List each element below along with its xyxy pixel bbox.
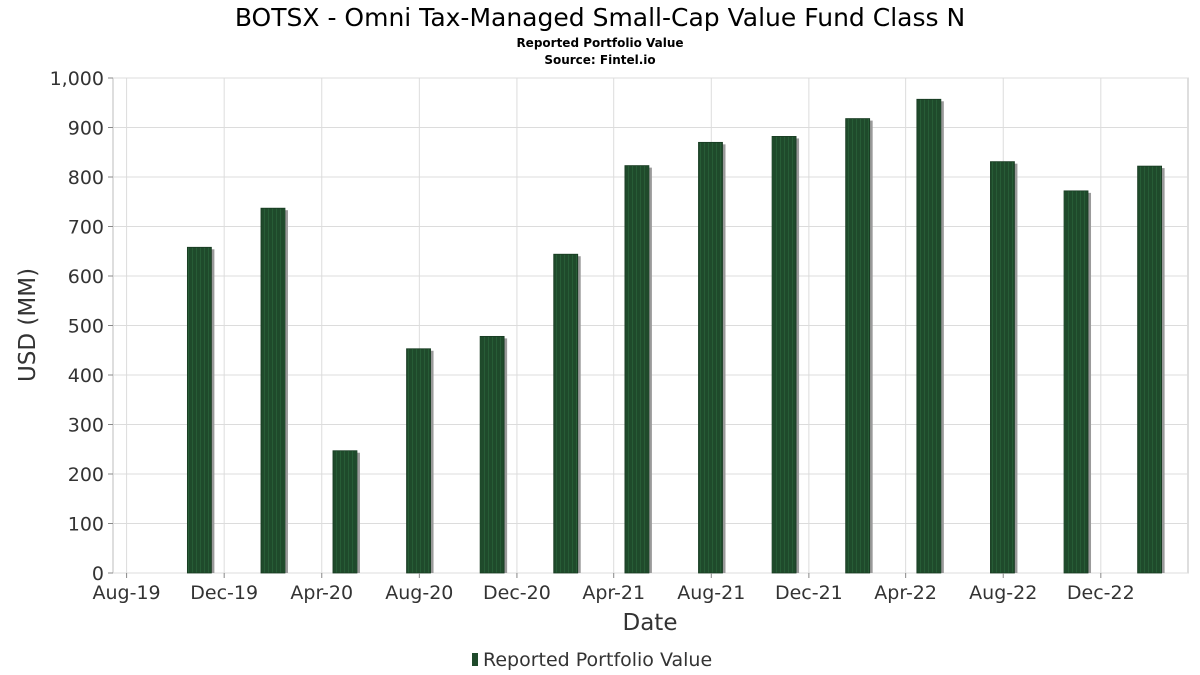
x-tick-label: Dec-21: [775, 582, 843, 604]
y-tick-label: 200: [68, 464, 104, 486]
bar: [845, 118, 871, 574]
x-tick-label: Apr-22: [874, 582, 937, 604]
y-axis-title: USD (MM): [15, 268, 41, 382]
x-tick-label: Aug-21: [677, 582, 745, 604]
bar: [771, 136, 797, 574]
x-tick-label: Apr-20: [290, 582, 353, 604]
x-tick-label: Dec-22: [1067, 582, 1135, 604]
bar: [332, 450, 358, 574]
bars: [186, 98, 1165, 574]
x-tick-label: Aug-22: [969, 582, 1037, 604]
y-tick-label: 800: [68, 167, 104, 189]
bar: [990, 161, 1015, 574]
bar: [406, 348, 431, 574]
bar: [260, 207, 286, 574]
legend-swatch: [472, 653, 478, 666]
bar: [479, 335, 505, 574]
bar: [1063, 190, 1089, 574]
x-tick-label: Apr-21: [582, 582, 645, 604]
bar: [186, 246, 212, 574]
chart-subtitle: Reported Portfolio Value: [516, 36, 683, 50]
y-tick-label: 1,000: [50, 68, 104, 90]
y-tick-label: 100: [68, 514, 104, 536]
bar: [698, 141, 723, 574]
bar: [553, 253, 579, 574]
y-tick-label: 700: [68, 217, 104, 239]
y-tick-label: 500: [68, 316, 104, 338]
bar: [916, 98, 942, 574]
x-tick-label: Dec-20: [483, 582, 551, 604]
chart-title: BOTSX - Omni Tax-Managed Small-Cap Value…: [235, 3, 965, 32]
x-tick-label: Dec-19: [190, 582, 258, 604]
x-axis-ticks: Aug-19 Dec-19 Apr-20 Aug-20 Dec-20 Apr-21 Aug-…: [93, 573, 1135, 604]
x-axis-title: Date: [623, 610, 678, 636]
legend: Reported Portfolio Value: [472, 649, 712, 671]
y-tick-label: 600: [68, 266, 104, 288]
y-tick-label: 0: [92, 563, 104, 585]
legend-label: Reported Portfolio Value: [483, 649, 712, 671]
y-tick-label: 400: [68, 365, 104, 387]
y-axis-ticks: 0 100 200 300 400 500 600 700 800 900 1,000: [50, 68, 113, 585]
bar: [1137, 165, 1163, 574]
chart-source: Source: Fintel.io: [544, 53, 655, 67]
x-tick-label: Aug-20: [385, 582, 453, 604]
bar: [624, 165, 650, 574]
y-tick-label: 300: [68, 415, 104, 437]
x-tick-label: Aug-19: [93, 582, 161, 604]
y-tick-label: 900: [68, 118, 104, 140]
